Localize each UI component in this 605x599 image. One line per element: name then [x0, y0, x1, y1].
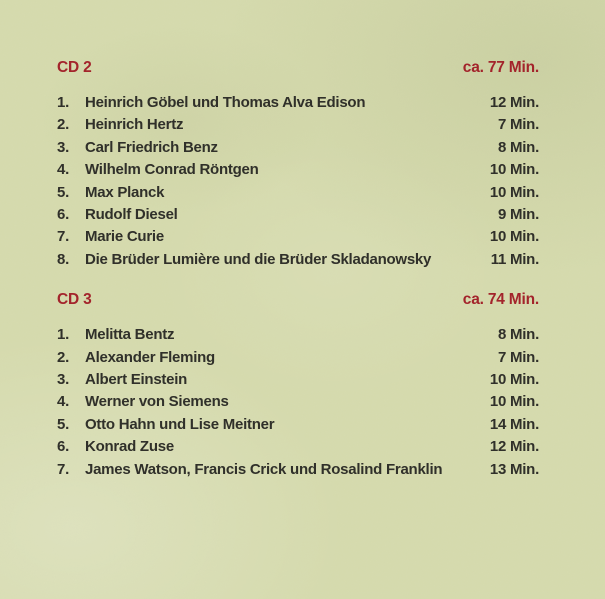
track-row: 5. Otto Hahn und Lise Meitner 14 Min. — [57, 414, 539, 436]
cd-total-duration: ca. 77 Min. — [462, 59, 539, 76]
track-title: Heinrich Hertz — [85, 116, 184, 134]
track-row: 1. Melitta Bentz 8 Min. — [57, 324, 539, 346]
track-duration: 11 Min. — [490, 250, 540, 268]
track-row: 6. Konrad Zuse 12 Min. — [57, 436, 539, 458]
cd-section: CD 3 ca. 74 Min. 1. Melitta Bentz 8 Min.… — [57, 292, 539, 481]
track-duration: 13 Min. — [489, 460, 539, 478]
track-title: James Watson, Francis Crick und Rosalind… — [85, 460, 443, 478]
track-duration: 8 Min. — [497, 326, 539, 344]
track-row: 5. Max Planck 10 Min. — [57, 182, 539, 204]
track-row: 4. Wilhelm Conrad Röntgen 10 Min. — [57, 159, 539, 181]
track-number: 4. — [57, 393, 70, 411]
track-title: Melitta Bentz — [85, 326, 175, 344]
track-duration: 12 Min. — [489, 438, 539, 456]
track-number: 8. — [57, 250, 70, 268]
track-number: 3. — [57, 371, 70, 389]
track-duration: 12 Min. — [489, 94, 539, 111]
track-listing: CD 2 ca. 77 Min. 1. Heinrich Göbel und T… — [57, 60, 539, 481]
track-number: 4. — [57, 161, 70, 179]
track-duration: 10 Min. — [489, 371, 539, 389]
track-number: 6. — [57, 438, 70, 456]
track-row: 2. Alexander Fleming 7 Min. — [57, 347, 539, 369]
track-duration: 10 Min. — [489, 393, 539, 411]
track-number: 1. — [57, 326, 70, 344]
track-number: 2. — [57, 348, 70, 366]
cd-section-header: CD 2 ca. 77 Min. — [57, 60, 539, 76]
track-row: 1. Heinrich Göbel und Thomas Alva Edison… — [57, 92, 539, 114]
cd-total-duration: ca. 74 Min. — [462, 291, 539, 309]
cd-section: CD 2 ca. 77 Min. 1. Heinrich Göbel und T… — [57, 60, 539, 271]
cd-title: CD 3 — [57, 291, 92, 309]
track-row: 3. Carl Friedrich Benz 8 Min. — [57, 137, 539, 159]
track-title: Max Planck — [85, 183, 165, 201]
track-number: 6. — [57, 206, 70, 224]
track-duration: 14 Min. — [489, 415, 539, 433]
track-title: Konrad Zuse — [85, 438, 174, 456]
track-duration: 10 Min. — [489, 161, 539, 179]
track-duration: 7 Min. — [497, 348, 539, 366]
track-number: 2. — [57, 116, 70, 134]
track-title: Albert Einstein — [85, 371, 188, 389]
track-title: Wilhelm Conrad Röntgen — [85, 161, 259, 179]
track-duration: 7 Min. — [497, 116, 539, 134]
track-number: 7. — [57, 460, 70, 478]
track-row: 7. Marie Curie 10 Min. — [57, 226, 539, 248]
track-title: Marie Curie — [85, 228, 164, 246]
track-title: Rudolf Diesel — [85, 206, 178, 224]
cd-title: CD 2 — [57, 59, 92, 76]
track-duration: 10 Min. — [489, 228, 539, 246]
track-row: 7. James Watson, Francis Crick und Rosal… — [57, 459, 539, 481]
track-title: Alexander Fleming — [85, 348, 215, 366]
track-number: 5. — [57, 183, 70, 201]
track-duration: 9 Min. — [497, 206, 539, 224]
track-title: Heinrich Göbel und Thomas Alva Edison — [85, 94, 366, 111]
track-number: 7. — [57, 228, 70, 246]
track-row: 6. Rudolf Diesel 9 Min. — [57, 204, 539, 226]
track-title: Otto Hahn und Lise Meitner — [85, 415, 275, 433]
track-number: 3. — [57, 138, 70, 156]
track-title: Carl Friedrich Benz — [85, 138, 218, 156]
track-row: 3. Albert Einstein 10 Min. — [57, 369, 539, 391]
track-duration: 10 Min. — [489, 183, 539, 201]
track-rows: 1. Melitta Bentz 8 Min. 2. Alexander Fle… — [57, 324, 539, 481]
track-number: 5. — [57, 415, 70, 433]
track-duration: 8 Min. — [497, 138, 539, 156]
cd-section-header: CD 3 ca. 74 Min. — [57, 292, 539, 308]
track-row: 4. Werner von Siemens 10 Min. — [57, 391, 539, 413]
track-title: Werner von Siemens — [85, 393, 229, 411]
track-row: 8. Die Brüder Lumière und die Brüder Skl… — [57, 249, 539, 271]
track-number: 1. — [57, 94, 70, 111]
track-rows: 1. Heinrich Göbel und Thomas Alva Edison… — [57, 92, 539, 271]
track-title: Die Brüder Lumière und die Brüder Sklada… — [85, 250, 432, 268]
track-row: 2. Heinrich Hertz 7 Min. — [57, 114, 539, 136]
